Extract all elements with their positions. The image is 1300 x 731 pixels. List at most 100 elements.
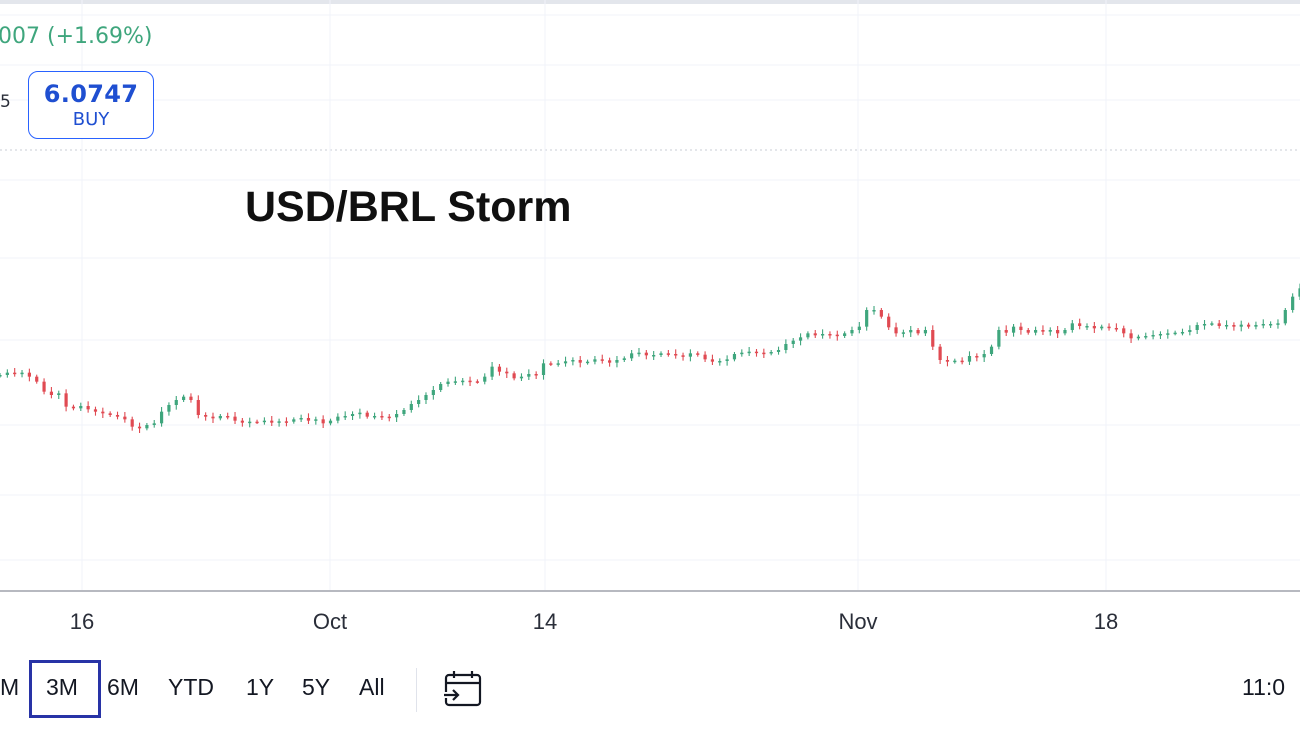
candle [549, 361, 553, 366]
candle-body [306, 418, 311, 421]
candle-body [57, 393, 61, 395]
candle [828, 331, 832, 339]
candle [1173, 330, 1177, 336]
candle-body [1041, 330, 1045, 332]
candle [688, 349, 692, 362]
range-button-1y[interactable]: 1Y [246, 674, 275, 700]
candle-body [1276, 323, 1280, 325]
candle-body [1298, 288, 1300, 297]
candle-body [747, 351, 751, 354]
candle [64, 389, 68, 412]
candle-body [960, 360, 964, 363]
candle [615, 356, 619, 368]
candle [167, 402, 171, 416]
candle-body [732, 354, 737, 360]
candle [93, 406, 98, 416]
candle-body [292, 419, 296, 422]
candle-body [681, 355, 685, 357]
candle [1092, 322, 1096, 333]
candle [0, 373, 2, 378]
candle [1276, 319, 1280, 329]
candle-body [93, 409, 98, 412]
candle [1019, 322, 1023, 335]
candle [754, 349, 759, 357]
candle-body [350, 414, 355, 416]
candle-body [784, 344, 788, 350]
candle [571, 357, 575, 366]
candle [813, 330, 817, 338]
candle-body [1173, 332, 1177, 335]
candle-body [652, 355, 656, 357]
candle-body [659, 353, 663, 355]
candle-body [314, 419, 318, 421]
candle [1070, 320, 1074, 333]
candle-body [1056, 330, 1060, 334]
candle [350, 411, 355, 420]
candle [556, 360, 560, 367]
range-button-6m[interactable]: 6M [107, 674, 139, 700]
candle-body [182, 396, 186, 400]
candle-body [556, 363, 560, 365]
candle-body [20, 372, 24, 375]
candle [270, 416, 274, 426]
candle [1283, 308, 1287, 326]
candle-body [828, 334, 832, 336]
candle [1210, 321, 1214, 326]
candle [174, 396, 178, 410]
candle-body [688, 353, 692, 357]
candle-body [1254, 325, 1258, 327]
candle-body [1100, 326, 1104, 329]
candle-body [754, 351, 759, 354]
candle [299, 414, 303, 422]
candle-body [975, 356, 979, 358]
range-button-1m[interactable]: M [0, 674, 20, 700]
candle [1261, 319, 1265, 329]
range-button-3m[interactable]: 3M [46, 674, 78, 700]
buy-button[interactable]: 6.0747 BUY [28, 71, 154, 139]
candle [387, 414, 391, 422]
candle-body [233, 416, 237, 421]
candle [1180, 328, 1185, 336]
candle [123, 412, 127, 423]
candle [115, 411, 120, 420]
candle [343, 411, 347, 420]
candle-body [284, 421, 289, 423]
candle-body [1092, 326, 1096, 329]
candle-body [894, 327, 898, 334]
candle [608, 357, 612, 367]
candle-body [997, 330, 1001, 347]
candle [159, 407, 164, 427]
range-button-5y[interactable]: 5Y [302, 674, 331, 700]
candle-body [115, 415, 120, 417]
candle-body [1195, 325, 1199, 330]
candle [982, 350, 986, 362]
candle [1298, 283, 1300, 300]
candle [1151, 330, 1155, 340]
range-button-all[interactable]: All [359, 674, 385, 700]
buy-label: BUY [72, 109, 110, 130]
candle-body [417, 400, 421, 404]
candle-body [1261, 324, 1265, 326]
candle-body [769, 352, 773, 354]
candle [145, 423, 149, 431]
calendar-icon[interactable] [442, 668, 484, 710]
candle-body [1217, 323, 1221, 326]
x-tick-label: Oct [313, 609, 347, 634]
candle [534, 371, 538, 379]
range-button-ytd[interactable]: YTD [168, 674, 214, 700]
candle [879, 308, 883, 319]
candle-body [336, 416, 340, 421]
candle [1224, 320, 1229, 330]
candle [843, 331, 847, 338]
candle-body [226, 416, 230, 418]
candle-body [563, 361, 568, 364]
candle [446, 378, 450, 387]
candle [931, 325, 935, 350]
candle-body [27, 372, 31, 377]
candle [49, 387, 54, 399]
x-axis-ticks: 16 Oct 14 Nov 18 [70, 609, 1118, 634]
candle-body [402, 410, 406, 414]
candle-body [1180, 332, 1185, 334]
candle [887, 313, 891, 330]
